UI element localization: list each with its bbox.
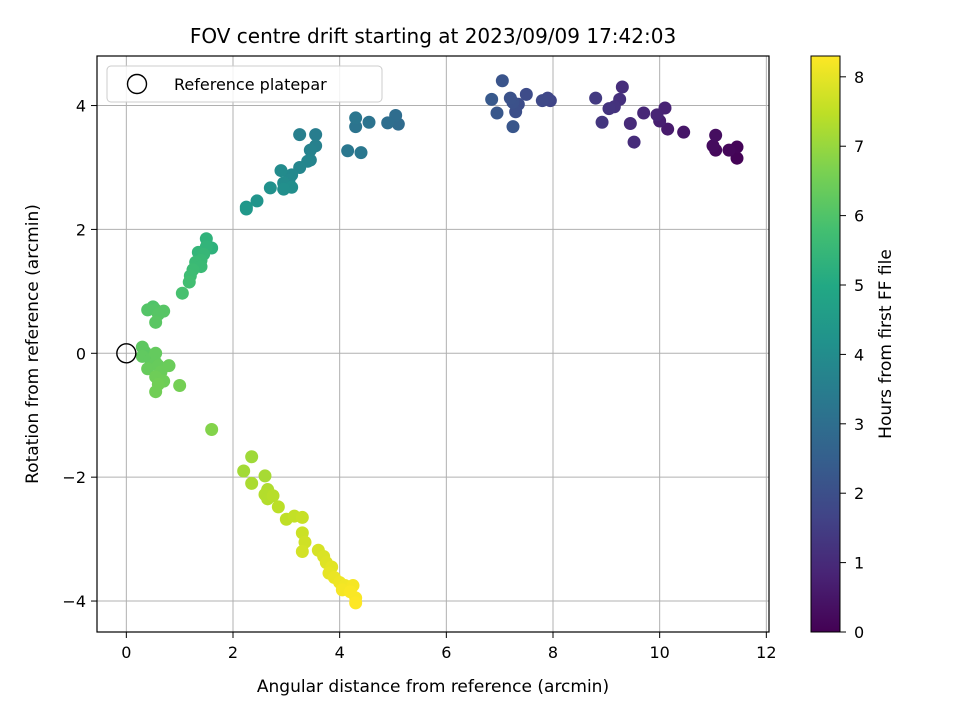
y-tick-label: −4 — [62, 592, 86, 611]
data-point — [263, 181, 277, 195]
colorbar-label: Hours from first FF file — [876, 249, 896, 439]
grid-lines — [97, 56, 769, 632]
data-point — [627, 135, 641, 149]
data-point — [615, 80, 629, 94]
data-point — [239, 202, 253, 216]
legend-box — [106, 65, 383, 103]
colorbar-tick-label: 6 — [854, 207, 864, 226]
data-point — [309, 128, 323, 142]
data-point — [381, 116, 395, 130]
data-point — [495, 74, 509, 88]
x-axis: 0 2 4 6 8 10 12 — [121, 632, 777, 662]
data-point — [354, 146, 368, 160]
data-point — [706, 139, 720, 153]
data-point — [349, 596, 363, 610]
data-point — [677, 125, 691, 139]
data-point — [295, 510, 309, 524]
colorbar-tick-label: 0 — [854, 623, 864, 642]
y-tick-label: 4 — [76, 97, 86, 116]
legend-marker — [126, 73, 148, 95]
data-point — [602, 102, 616, 116]
legend-label: Reference platepar — [174, 75, 327, 94]
data-point — [274, 164, 288, 178]
data-point — [535, 94, 549, 108]
data-point — [182, 275, 196, 289]
colorbar-tick-label: 5 — [854, 276, 864, 295]
data-point — [303, 143, 317, 157]
x-tick-label: 2 — [228, 643, 238, 662]
colorbar-tick-label: 7 — [854, 137, 864, 156]
y-tick-label: 2 — [76, 220, 86, 239]
data-point — [250, 194, 264, 208]
data-point — [589, 91, 603, 105]
data-point — [271, 500, 285, 514]
data-point — [637, 106, 651, 120]
data-point — [623, 117, 637, 131]
chart-title: FOV centre drift starting at 2023/09/09 … — [190, 24, 676, 48]
colorbar-ticks: 0 1 2 3 4 5 6 7 8 — [840, 68, 864, 642]
colorbar-tick-label: 2 — [854, 484, 864, 503]
data-point — [595, 115, 609, 129]
colorbar-tick-label: 1 — [854, 554, 864, 573]
plot-frame — [96, 55, 770, 633]
data-point — [245, 476, 259, 490]
reference-platepar-marker — [116, 343, 137, 364]
data-point — [362, 115, 376, 129]
data-points — [135, 74, 744, 610]
y-tick-label: −2 — [62, 468, 86, 487]
x-tick-label: 8 — [548, 643, 558, 662]
x-tick-label: 12 — [756, 643, 776, 662]
colorbar: 0 1 2 3 4 5 6 7 8 Hours from first FF file — [810, 55, 896, 642]
data-point — [277, 182, 291, 196]
data-point — [709, 128, 723, 142]
data-point — [295, 544, 309, 558]
data-point — [506, 120, 520, 134]
data-point — [349, 111, 363, 125]
data-point — [205, 422, 219, 436]
colorbar-tick-label: 4 — [854, 345, 864, 364]
data-point — [519, 87, 533, 101]
data-point — [266, 489, 280, 503]
x-tick-label: 4 — [335, 643, 345, 662]
y-axis: −4 −2 0 2 4 — [62, 97, 97, 611]
data-point — [730, 151, 744, 165]
data-point — [485, 92, 499, 106]
data-point — [341, 144, 355, 158]
data-point — [722, 143, 736, 157]
data-point — [661, 122, 675, 136]
data-point — [490, 106, 504, 120]
data-point — [149, 385, 163, 399]
legend: Reference platepar — [106, 65, 383, 103]
data-point — [258, 469, 272, 483]
data-point — [141, 362, 155, 376]
data-point — [149, 315, 163, 329]
data-point — [650, 108, 664, 122]
data-point — [175, 286, 189, 300]
colorbar-tick-label: 3 — [854, 415, 864, 434]
y-tick-label: 0 — [76, 344, 86, 363]
y-axis-label: Rotation from reference (arcmin) — [23, 204, 43, 484]
x-axis-label: Angular distance from reference (arcmin) — [257, 677, 609, 697]
x-tick-label: 10 — [649, 643, 669, 662]
x-tick-label: 6 — [441, 643, 451, 662]
data-point — [293, 128, 307, 142]
colorbar-gradient — [810, 55, 841, 633]
data-point — [245, 450, 259, 464]
colorbar-tick-label: 8 — [854, 68, 864, 87]
data-point — [149, 346, 163, 360]
data-point — [237, 464, 251, 478]
data-point — [173, 378, 187, 392]
x-tick-label: 0 — [121, 643, 131, 662]
data-point — [503, 91, 517, 105]
